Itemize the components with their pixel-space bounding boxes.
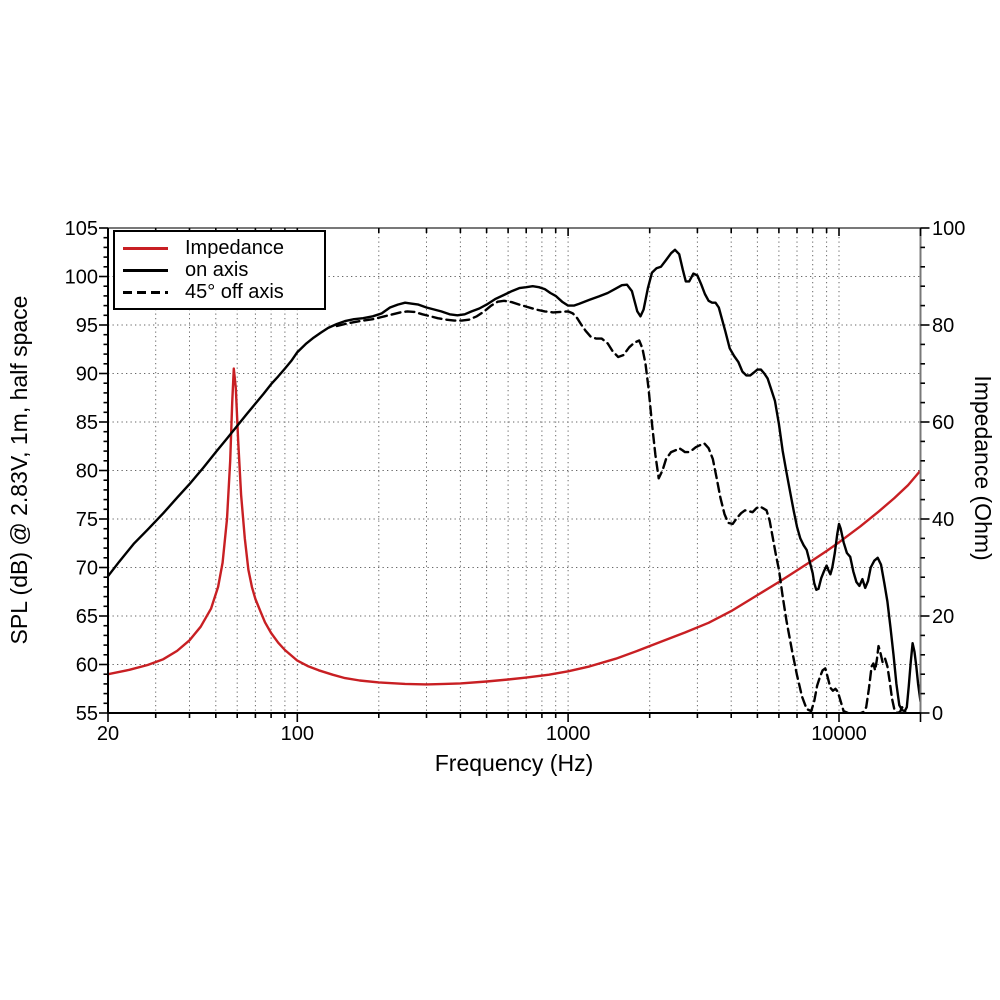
legend: Impedance on axis 45° off axis (113, 230, 326, 310)
left-axis-title: SPL (dB) @ 2.83V, 1m, half space (6, 296, 32, 645)
y-right-tick-label: 80 (932, 315, 954, 337)
y-right-tick-label: 60 (932, 412, 954, 434)
impedance-line-sample (123, 246, 168, 250)
curve-on-axis (108, 248, 921, 713)
legend-label: 45° off axis (185, 281, 284, 303)
axis-tick-labels: 105 100 95 90 85 80 75 70 65 60 55 100 80 60 40 20 0 20 10… (65, 218, 966, 745)
y-left-tick-label: 105 (65, 218, 98, 240)
y-right-tick-label: 0 (932, 703, 943, 725)
y-right-tick-label: 100 (932, 218, 965, 240)
y-left-tick-label: 55 (76, 703, 98, 725)
on-axis-line-sample (123, 268, 168, 272)
y-left-tick-label: 70 (76, 558, 98, 580)
y-left-tick-label: 75 (76, 509, 98, 531)
y-left-tick-label: 85 (76, 412, 98, 434)
curves (108, 248, 921, 713)
y-left-tick-label: 90 (76, 364, 98, 386)
right-axis-title: Impedance (Ohm) (970, 375, 996, 560)
x-tick-label: 1000 (546, 723, 591, 745)
legend-item-off-axis: 45° off axis (115, 282, 324, 303)
x-axis-title: Frequency (Hz) (435, 750, 593, 776)
curve-impedance (108, 367, 921, 686)
curve-45-off-axis (335, 299, 908, 713)
off-axis-dashed-line-sample (123, 290, 168, 294)
legend-item-impedance: Impedance (115, 238, 324, 259)
legend-label: on axis (185, 259, 249, 281)
y-left-tick-label: 100 (65, 267, 98, 289)
legend-label: Impedance (185, 237, 284, 259)
legend-item-on-axis: on axis (115, 260, 324, 281)
y-left-tick-label: 65 (76, 606, 98, 628)
y-left-tick-label: 80 (76, 461, 98, 483)
y-left-tick-label: 95 (76, 315, 98, 337)
y-right-tick-label: 20 (932, 606, 954, 628)
y-right-tick-label: 40 (932, 509, 954, 531)
y-left-tick-label: 60 (76, 655, 98, 677)
x-tick-label: 100 (281, 723, 314, 745)
x-tick-label: 10000 (811, 723, 867, 745)
x-tick-label: 20 (97, 723, 119, 745)
